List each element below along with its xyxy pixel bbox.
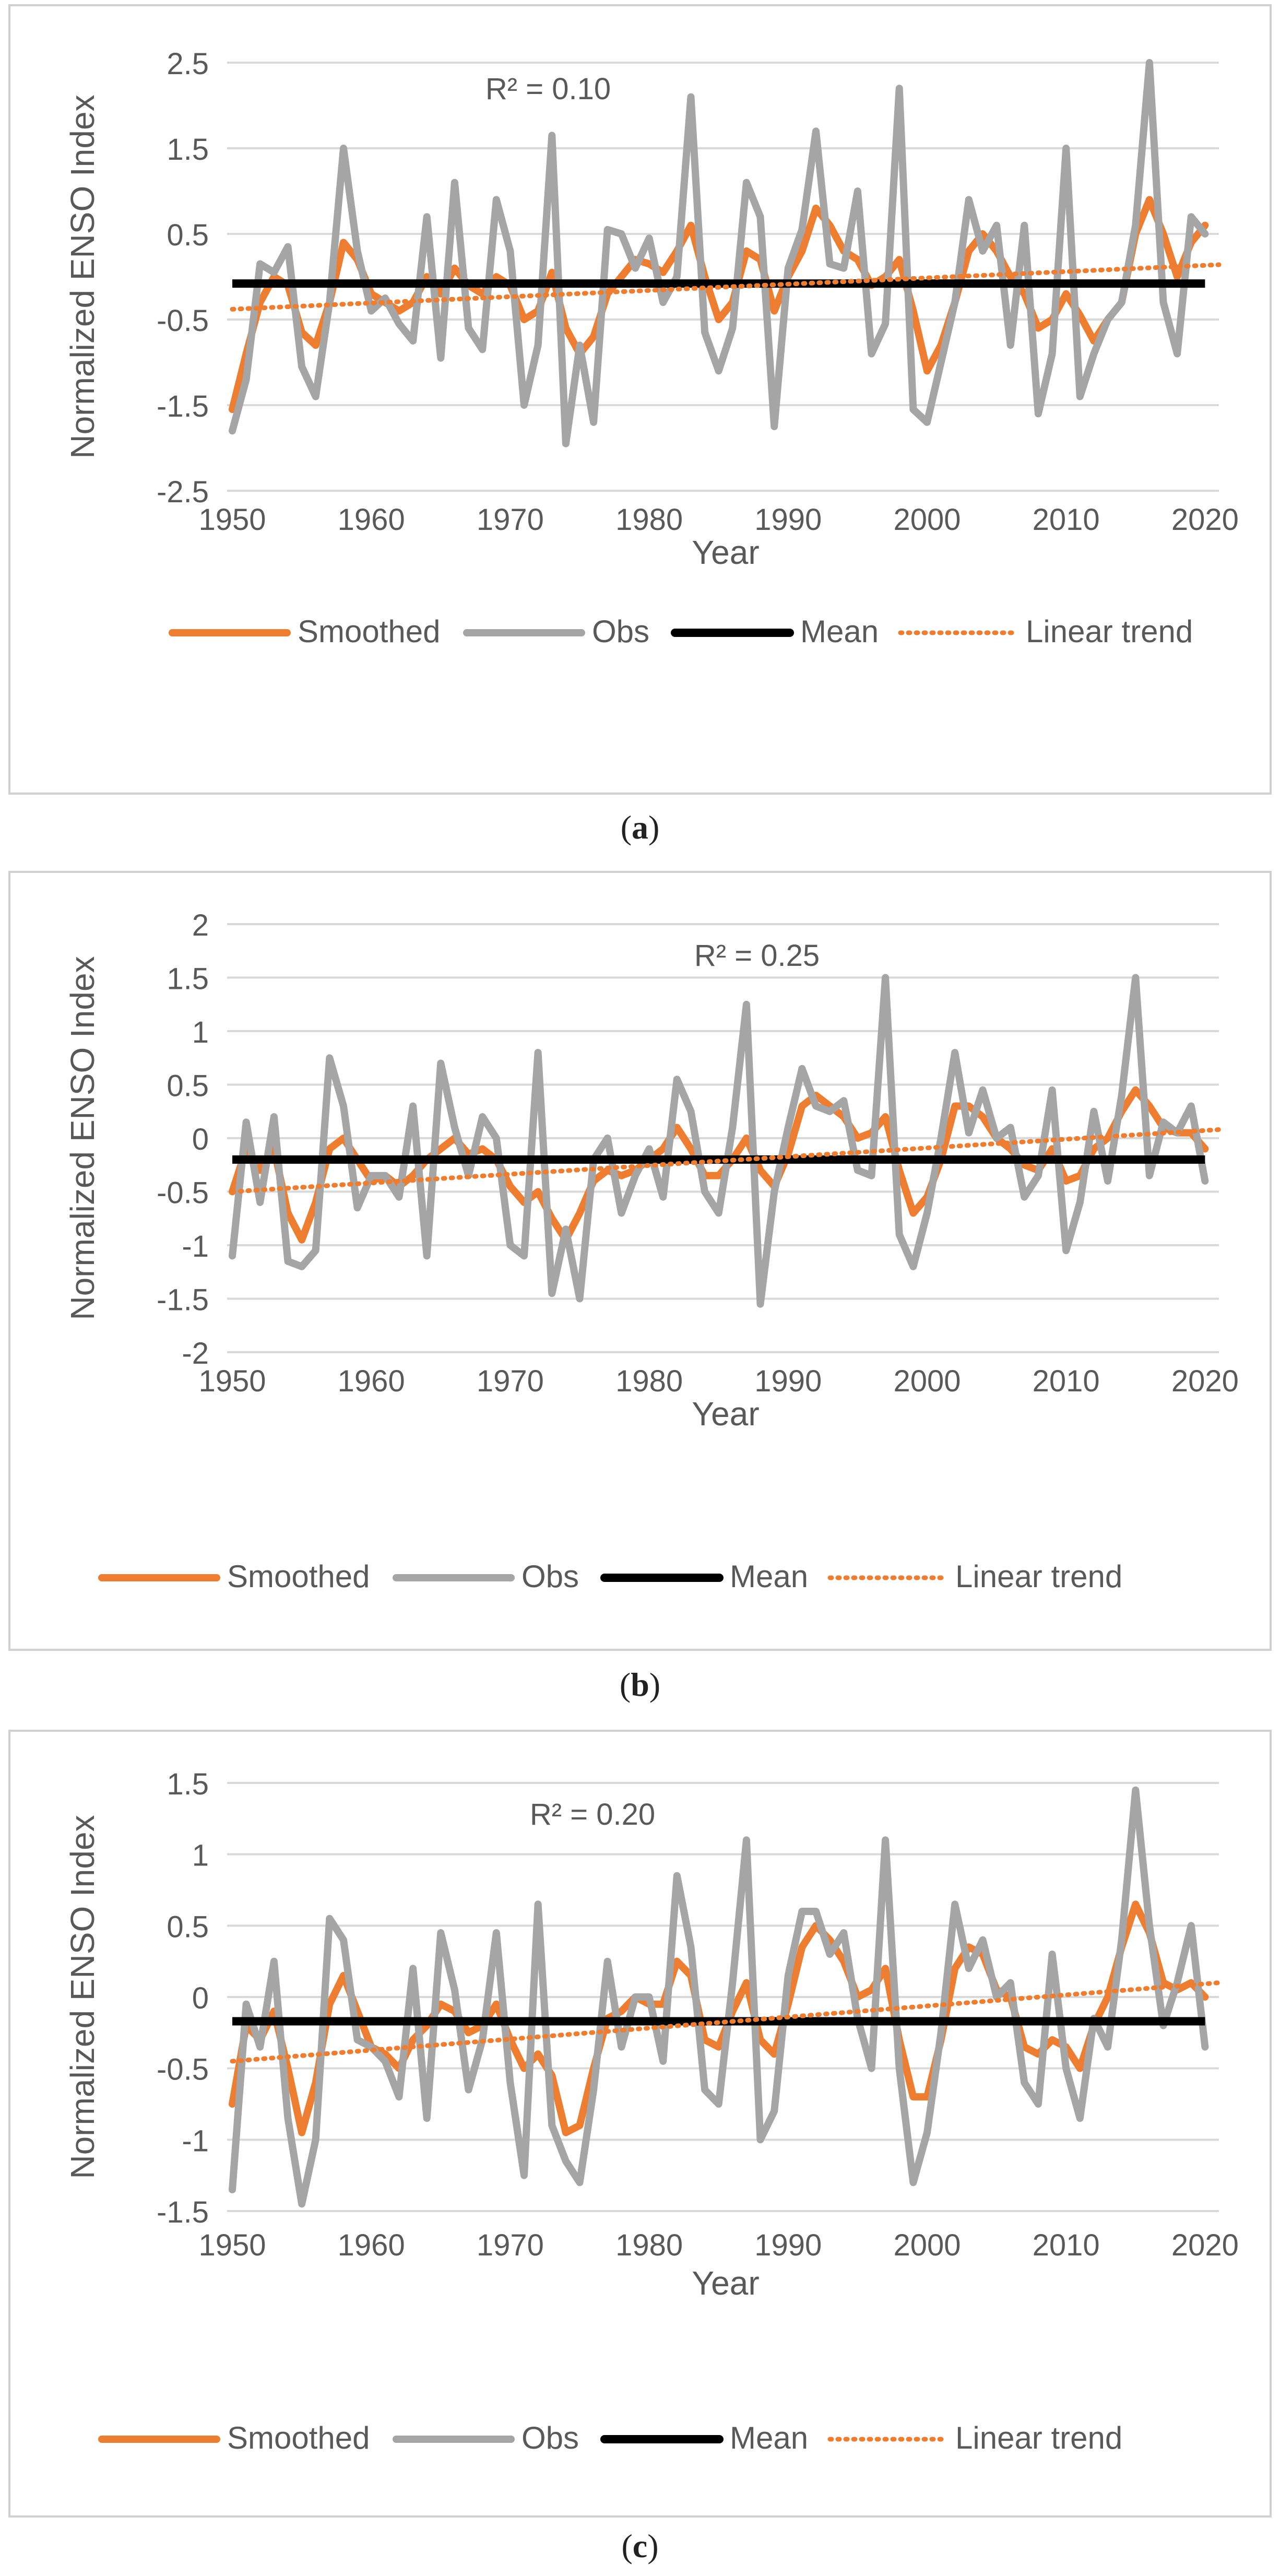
x-tick-label: 1980 — [615, 2228, 683, 2262]
x-tick-label: 2020 — [1171, 1364, 1239, 1398]
y-axis-label: Normalized ENSO Index — [64, 94, 101, 458]
legend-label-obs: Obs — [522, 2420, 579, 2455]
x-tick-label: 1950 — [198, 1364, 266, 1398]
x-tick-label: 1990 — [754, 2228, 822, 2262]
x-tick-label: 2010 — [1033, 1364, 1100, 1398]
series-obs-line — [229, 1786, 1209, 2208]
series-obs-line — [229, 974, 1209, 1308]
legend-label-smoothed: Smoothed — [227, 2420, 370, 2455]
r-squared-annotation: R² = 0.10 — [485, 72, 611, 106]
y-axis-label: Normalized ENSO Index — [64, 956, 101, 1320]
r-squared-annotation: R² = 0.20 — [530, 1798, 655, 1831]
x-tick-label: 1950 — [198, 2228, 266, 2262]
y-tick-label: 1.5 — [167, 133, 209, 167]
y-tick-label: 1.5 — [167, 962, 209, 996]
x-tick-label: 1960 — [338, 1364, 405, 1398]
y-tick-label: -1.5 — [157, 389, 209, 423]
legend-label-trend: Linear trend — [955, 2420, 1122, 2455]
x-tick-label: 2010 — [1033, 503, 1100, 537]
y-tick-label: -0.5 — [157, 1176, 209, 1210]
x-tick-label: 1970 — [477, 503, 544, 537]
x-tick-label: 1990 — [754, 1364, 822, 1398]
x-tick-label: 2020 — [1171, 503, 1239, 537]
y-tick-label: 0.5 — [167, 1069, 209, 1103]
y-tick-label: -2.5 — [157, 475, 209, 509]
y-axis-label: Normalized ENSO Index — [64, 1815, 101, 2179]
chart-panel-b: 2 1.5 1 0.5 0 -0.5 -1 -1.5 -2 1950 1960 1970 1980 199… — [0, 867, 1280, 1655]
y-tick-label: -1.5 — [157, 2195, 209, 2229]
x-tick-label: 2020 — [1171, 2228, 1239, 2262]
x-axis-label: Year — [692, 534, 759, 571]
x-tick-label: 1970 — [477, 1364, 544, 1398]
chart-border — [8, 1730, 1272, 2518]
chart-border — [8, 4, 1272, 795]
y-tick-label: 0.5 — [167, 1910, 209, 1944]
legend-label-mean: Mean — [800, 614, 879, 649]
y-tick-label: -1.5 — [157, 1283, 209, 1317]
chart-panel-a: 2.5 1.5 0.5 -0.5 -1.5 -2.5 1950 1960 1970 1980 199… — [0, 0, 1280, 799]
x-tick-label: 2000 — [893, 503, 961, 537]
y-tick-label: -1 — [182, 2124, 209, 2158]
x-tick-label: 1980 — [615, 1364, 683, 1398]
caption-b-label: b — [631, 1666, 649, 1703]
legend-label-smoothed: Smoothed — [298, 614, 441, 649]
y-tick-label: 1.5 — [167, 1767, 209, 1801]
legend-label-obs: Obs — [522, 1559, 579, 1594]
caption-a: (a) — [620, 809, 660, 846]
y-tick-label: -0.5 — [157, 304, 209, 338]
x-tick-label: 1960 — [338, 503, 405, 537]
x-axis-label: Year — [692, 1395, 759, 1433]
series-obs-line — [229, 59, 1209, 447]
y-tick-label: 0 — [192, 1122, 209, 1156]
y-tick-label: -0.5 — [157, 2053, 209, 2087]
y-tick-label: 0.5 — [167, 218, 209, 252]
linear-trend-line — [230, 1127, 1222, 1194]
x-tick-label: 2000 — [893, 1364, 961, 1398]
y-tick-label: -1 — [182, 1230, 209, 1263]
chart-border — [8, 871, 1272, 1651]
chart-panel-c: 1.5 1 0.5 0 -0.5 -1 -1.5 1950 1960 1970 1980 1990 20… — [0, 1726, 1280, 2522]
caption-c-label: c — [632, 2527, 648, 2565]
x-tick-label: 1990 — [754, 503, 822, 537]
x-tick-label: 2000 — [893, 2228, 961, 2262]
y-tick-label: 2.5 — [167, 47, 209, 81]
x-tick-label: 1960 — [338, 2228, 405, 2262]
y-tick-label: 2 — [192, 908, 209, 942]
y-tick-label: 1 — [192, 1015, 209, 1049]
caption-c: (c) — [621, 2527, 659, 2565]
y-tick-label: 1 — [192, 1839, 209, 1873]
linear-trend-line — [230, 1980, 1222, 2064]
x-tick-label: 1980 — [615, 503, 683, 537]
x-tick-label: 1970 — [477, 2228, 544, 2262]
legend-label-trend: Linear trend — [1026, 614, 1193, 649]
legend-label-trend: Linear trend — [955, 1559, 1122, 1594]
legend-label-mean: Mean — [730, 1559, 808, 1594]
legend-label-mean: Mean — [730, 2420, 808, 2455]
x-tick-label: 2010 — [1033, 2228, 1100, 2262]
x-tick-label: 1950 — [198, 503, 266, 537]
legend-label-smoothed: Smoothed — [227, 1559, 370, 1594]
linear-trend-line — [230, 262, 1222, 312]
caption-a-label: a — [632, 809, 648, 846]
y-tick-label: 0 — [192, 1981, 209, 2015]
legend-label-obs: Obs — [592, 614, 649, 649]
r-squared-annotation: R² = 0.25 — [694, 939, 820, 973]
x-axis-label: Year — [692, 2264, 759, 2302]
caption-b: (b) — [619, 1666, 661, 1703]
y-tick-label: -2 — [182, 1337, 209, 1370]
